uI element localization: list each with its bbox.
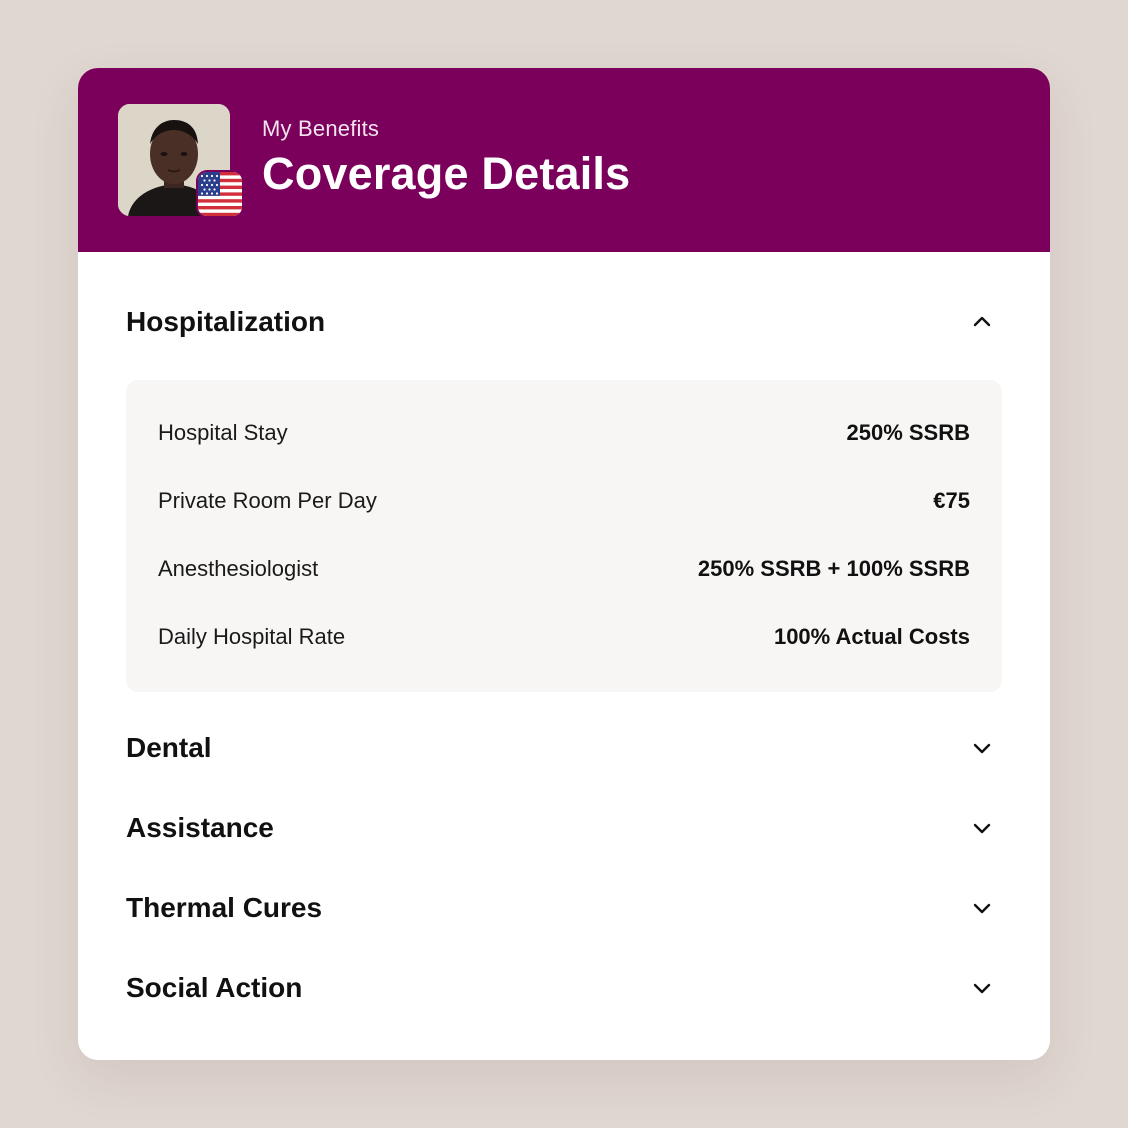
chevron-up-icon[interactable]: [970, 310, 994, 334]
page-title: Coverage Details: [262, 148, 631, 199]
hospitalization-panel: Hospital Stay 250% SSRB Private Room Per…: [126, 380, 1002, 692]
section-thermal-cures[interactable]: Thermal Cures: [126, 884, 1002, 932]
section-social-action[interactable]: Social Action: [126, 964, 1002, 1012]
us-flag-icon: [198, 172, 242, 216]
section-title: Thermal Cures: [126, 892, 323, 923]
chevron-down-icon[interactable]: [970, 976, 994, 1000]
chevron-down-icon[interactable]: [970, 736, 994, 760]
coverage-label: Daily Hospital Rate: [158, 624, 346, 649]
coverage-value: 100% Actual Costs: [773, 624, 970, 649]
chevron-down-icon[interactable]: [970, 816, 994, 840]
coverage-label: Hospital Stay: [158, 420, 288, 445]
section-dental[interactable]: Dental: [126, 724, 1002, 772]
coverage-row: Daily Hospital Rate 100% Actual Costs: [158, 624, 970, 654]
coverage-value: 250% SSRB + 100% SSRB: [697, 556, 970, 581]
card-header: My Benefits Coverage Details: [78, 68, 1050, 252]
coverage-row: Hospital Stay 250% SSRB: [158, 420, 970, 450]
section-assistance[interactable]: Assistance: [126, 804, 1002, 852]
section-title: Social Action: [126, 972, 303, 1003]
coverage-label: Private Room Per Day: [158, 488, 377, 513]
coverage-card: My Benefits Coverage Details Hospitaliza…: [78, 68, 1050, 1060]
coverage-row: Private Room Per Day €75: [158, 488, 970, 518]
section-title: Hospitalization: [126, 306, 326, 337]
user-portrait: [118, 104, 230, 216]
section-hospitalization[interactable]: Hospitalization: [126, 298, 1002, 346]
coverage-row: Anesthesiologist 250% SSRB + 100% SSRB: [158, 556, 970, 586]
coverage-value: 250% SSRB: [846, 420, 970, 445]
coverage-label: Anesthesiologist: [158, 556, 319, 581]
section-title: Assistance: [126, 812, 274, 843]
coverage-value: €75: [933, 488, 970, 513]
header-subtitle: My Benefits: [262, 116, 380, 141]
chevron-down-icon[interactable]: [970, 896, 994, 920]
section-title: Dental: [126, 732, 212, 763]
avatar: [118, 104, 230, 216]
